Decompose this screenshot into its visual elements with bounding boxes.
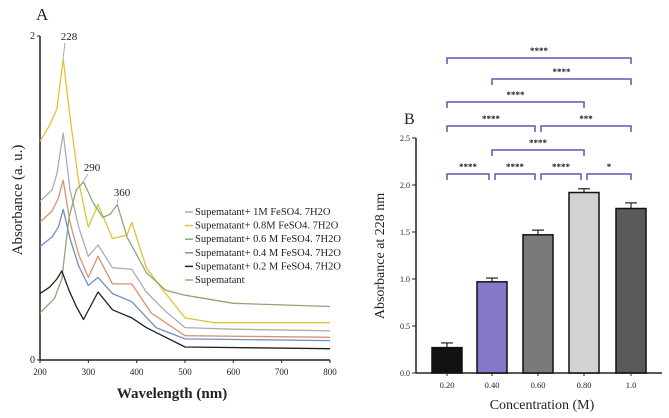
x-tick-label: 0.80 [577,380,592,390]
legend-entry: Supematant+ 0.4 M FeSO4. 7H2O [195,248,341,259]
significance-label: **** [552,162,571,172]
x-tick-label: 0.20 [440,380,455,390]
significance-label: **** [530,46,549,56]
significance-bracket [491,78,632,85]
annotation-leader [62,42,66,58]
significance-label: **** [507,90,526,100]
bar [431,346,463,374]
significance-bracket [540,125,632,132]
x-tick-label: 500 [178,367,192,377]
series-line [39,181,331,314]
bar [568,191,600,374]
legend-entry: Supematant+ 0.6 M FeSO4. 7H2O [195,234,341,245]
significance-bracket [446,57,632,64]
significance-bracket [586,173,632,180]
legend-entry: Supematant+ 0.2 M FeSO4. 7H2O [195,261,341,272]
panel-a-label: A [36,5,49,24]
bar [476,281,508,374]
y-tick-label: 1.5 [400,228,410,237]
series-line [39,179,331,338]
peak-annotation: 228 [61,31,78,43]
significance-label: **** [459,162,478,172]
significance-bracket [446,125,536,132]
significance-bracket [494,173,536,180]
y-tick-label: 0.0 [400,369,410,378]
bar [522,234,554,374]
panel-a-xlabel: Wavelength (nm) [117,386,227,402]
significance-bracket [491,149,585,156]
series-line [39,270,331,350]
series-line [39,208,331,342]
x-tick-label: 1.0 [626,380,637,390]
x-tick-label: 600 [227,367,241,377]
series-line [39,132,331,332]
x-tick-label: 200 [33,367,47,377]
significance-label: **** [506,162,525,172]
y-tick-label: 2 [30,31,35,42]
x-tick-label: 0.40 [485,380,500,390]
annotation-leader [83,173,89,182]
significance-bracket [446,173,490,180]
legend-entry: Supematant+ 0.8M FeSO4. 7H2O [195,221,339,232]
x-tick-label: 300 [82,367,96,377]
significance-label: *** [579,114,593,124]
significance-label: * [607,162,612,172]
panel-b-ylabel: Absorbance at 228 nm [373,193,388,319]
x-tick-label: 0.60 [531,380,546,390]
x-tick-label: 800 [323,367,337,377]
series-line [39,58,330,324]
bar [615,207,647,374]
panel-a-ylabel: Absorbance (a. u.) [10,145,26,256]
legend-entry: Supematant+ 1M FeSO4. 7H2O [195,207,331,218]
panel-b-xlabel: Concentration (M) [490,398,595,413]
panel-b-label: B [404,111,415,128]
significance-label: **** [553,67,572,77]
y-tick-label: 0.5 [400,322,410,331]
y-tick-label: 1.0 [400,275,410,284]
y-tick-label: 0 [30,355,35,366]
peak-annotation: 360 [114,187,131,199]
significance-bracket [540,173,582,180]
y-tick-label: 2.0 [400,181,410,190]
x-tick-label: 700 [275,367,289,377]
legend-entry: Supematant [195,275,245,286]
significance-bracket [446,101,585,108]
annotation-leader [116,198,119,204]
significance-label: **** [529,138,548,148]
x-tick-label: 400 [130,367,144,377]
significance-label: **** [482,114,501,124]
peak-annotation: 290 [84,162,101,174]
y-tick-label: 2.5 [400,134,410,143]
